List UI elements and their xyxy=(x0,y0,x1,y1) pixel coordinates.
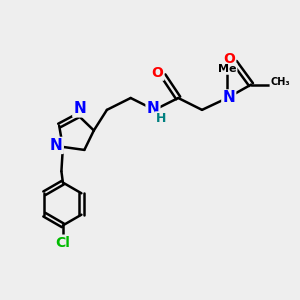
Text: CH₃: CH₃ xyxy=(270,76,290,87)
Text: Me: Me xyxy=(218,64,236,74)
Text: N: N xyxy=(74,101,86,116)
Text: O: O xyxy=(224,52,235,66)
Text: O: O xyxy=(152,66,164,80)
Text: N: N xyxy=(147,101,159,116)
Text: N: N xyxy=(222,91,235,106)
Text: N: N xyxy=(50,138,63,153)
Text: H: H xyxy=(156,112,166,125)
Text: Cl: Cl xyxy=(55,236,70,250)
